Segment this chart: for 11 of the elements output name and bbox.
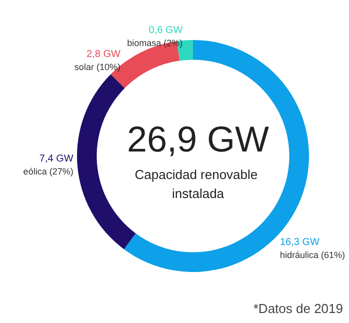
slice-label: eólica (27%): [23, 166, 74, 177]
text: 26,9 GW: [126, 118, 270, 160]
data-label: 7,4 GW: [39, 154, 74, 165]
slice-label: solar (10%): [74, 62, 120, 72]
slice-label: biomasa (2%): [127, 38, 183, 48]
data-label: 2,8 GW: [86, 48, 121, 60]
slice-label: hidráulica (61%): [280, 250, 346, 260]
text: Capacidad renovable instalada: [134, 167, 262, 201]
text: *Datos de 2019: [253, 301, 343, 316]
data-label: 16,3 GW: [280, 237, 320, 248]
data-label: 0,6 GW: [148, 24, 184, 36]
